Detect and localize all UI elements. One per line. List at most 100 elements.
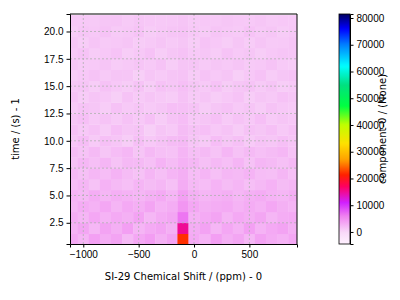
- heatmap-cell: [200, 212, 211, 223]
- heatmap-cell: [122, 113, 133, 124]
- heatmap-cell: [144, 70, 155, 81]
- heatmap-cell: [188, 223, 199, 234]
- heatmap-cell: [166, 201, 177, 212]
- heatmap-cell: [155, 37, 166, 48]
- heatmap-cell: [188, 59, 199, 70]
- heatmap-cell: [100, 124, 111, 135]
- heatmap-cell: [288, 212, 297, 223]
- y-axis: 2.55.07.510.012.515.017.520.0: [44, 15, 70, 245]
- heatmap-cell: [166, 168, 177, 179]
- heatmap-cell: [144, 26, 155, 37]
- heatmap-cells: [70, 15, 297, 244]
- tick: 500: [242, 244, 259, 260]
- heatmap-cell: [255, 92, 266, 103]
- grid-line: [70, 222, 297, 223]
- heatmap-cell: [200, 15, 211, 26]
- tick-mark: [83, 244, 84, 248]
- heatmap-cell: [133, 103, 144, 114]
- heatmap-cell: [100, 190, 111, 201]
- heatmap-cell: [288, 223, 297, 234]
- heatmap-cell: [255, 223, 266, 234]
- heatmap-cell: [200, 37, 211, 48]
- heatmap-cell: [133, 168, 144, 179]
- heatmap-cell: [288, 168, 297, 179]
- heatmap-cell: [111, 135, 122, 146]
- heatmap-cell: [255, 168, 266, 179]
- heatmap-cell: [70, 124, 78, 135]
- heatmap-cell: [78, 59, 89, 70]
- heatmap-cell: [166, 15, 177, 26]
- heatmap-cell: [111, 37, 122, 48]
- heatmap-cell: [244, 223, 255, 234]
- heatmap-cell: [233, 179, 244, 190]
- heatmap-cell: [177, 70, 188, 81]
- heatmap-cell: [166, 70, 177, 81]
- heatmap-cell: [111, 168, 122, 179]
- heatmap-cell: [200, 201, 211, 212]
- heatmap-cell: [233, 234, 244, 244]
- heatmap-cell: [166, 179, 177, 190]
- heatmap-cell: [200, 48, 211, 59]
- tick-mark: [350, 72, 354, 73]
- grid-line: [70, 58, 297, 59]
- y-axis-title: time / (s) - 1: [10, 98, 21, 160]
- heatmap-cell: [200, 168, 211, 179]
- heatmap-cell: [155, 59, 166, 70]
- heatmap-cell: [133, 223, 144, 234]
- heatmap-cell: [255, 146, 266, 157]
- heatmap-cell: [166, 212, 177, 223]
- heatmap-cell: [233, 124, 244, 135]
- heatmap-cell: [211, 234, 222, 244]
- heatmap-cell: [200, 26, 211, 37]
- grid-line: [70, 140, 297, 141]
- heatmap-cell: [155, 124, 166, 135]
- heatmap-cell: [166, 135, 177, 146]
- heatmap-cell: [89, 212, 100, 223]
- heatmap-cell: [233, 37, 244, 48]
- heatmap-cell: [144, 113, 155, 124]
- heatmap-cell: [288, 70, 297, 81]
- heatmap-cell: [177, 201, 188, 212]
- heatmap-cell: [200, 146, 211, 157]
- heatmap-cell: [122, 212, 133, 223]
- heatmap-cell: [222, 124, 233, 135]
- heatmap-cell: [266, 179, 277, 190]
- heatmap-cell: [244, 179, 255, 190]
- grid-line: [249, 14, 250, 244]
- heatmap-cell: [188, 168, 199, 179]
- heatmap-cell: [166, 234, 177, 244]
- heatmap-cell: [244, 103, 255, 114]
- heatmap-cell: [89, 15, 100, 26]
- heatmap-cell: [244, 212, 255, 223]
- heatmap-cell: [166, 48, 177, 59]
- heatmap-cell: [100, 70, 111, 81]
- heatmap-cell: [277, 37, 288, 48]
- tick-mark: [350, 125, 354, 126]
- heatmap-cell: [288, 92, 297, 103]
- colorbar: [339, 14, 350, 244]
- heatmap-cell: [266, 234, 277, 244]
- tick: 0: [350, 227, 363, 238]
- heatmap-cell: [133, 212, 144, 223]
- heatmap-cell: [89, 70, 100, 81]
- heatmap-cell: [211, 103, 222, 114]
- heatmap-cell: [100, 92, 111, 103]
- heatmap-cell: [211, 135, 222, 146]
- heatmap-cell: [200, 124, 211, 135]
- tick-mark: [350, 152, 354, 153]
- heatmap-cell: [233, 70, 244, 81]
- heatmap-cell: [200, 223, 211, 234]
- heatmap-cell: [244, 15, 255, 26]
- heatmap-cell: [155, 103, 166, 114]
- heatmap-cell: [188, 15, 199, 26]
- heatmap-cell: [200, 81, 211, 92]
- heatmap-cell: [255, 201, 266, 212]
- tick-label: 10.0: [44, 136, 64, 147]
- heatmap-cell: [255, 179, 266, 190]
- heatmap-cell: [111, 234, 122, 244]
- heatmap-cell: [222, 168, 233, 179]
- heatmap-cell: [288, 179, 297, 190]
- heatmap-cell: [100, 168, 111, 179]
- tick-mark: [67, 223, 71, 224]
- heatmap-cell: [111, 26, 122, 37]
